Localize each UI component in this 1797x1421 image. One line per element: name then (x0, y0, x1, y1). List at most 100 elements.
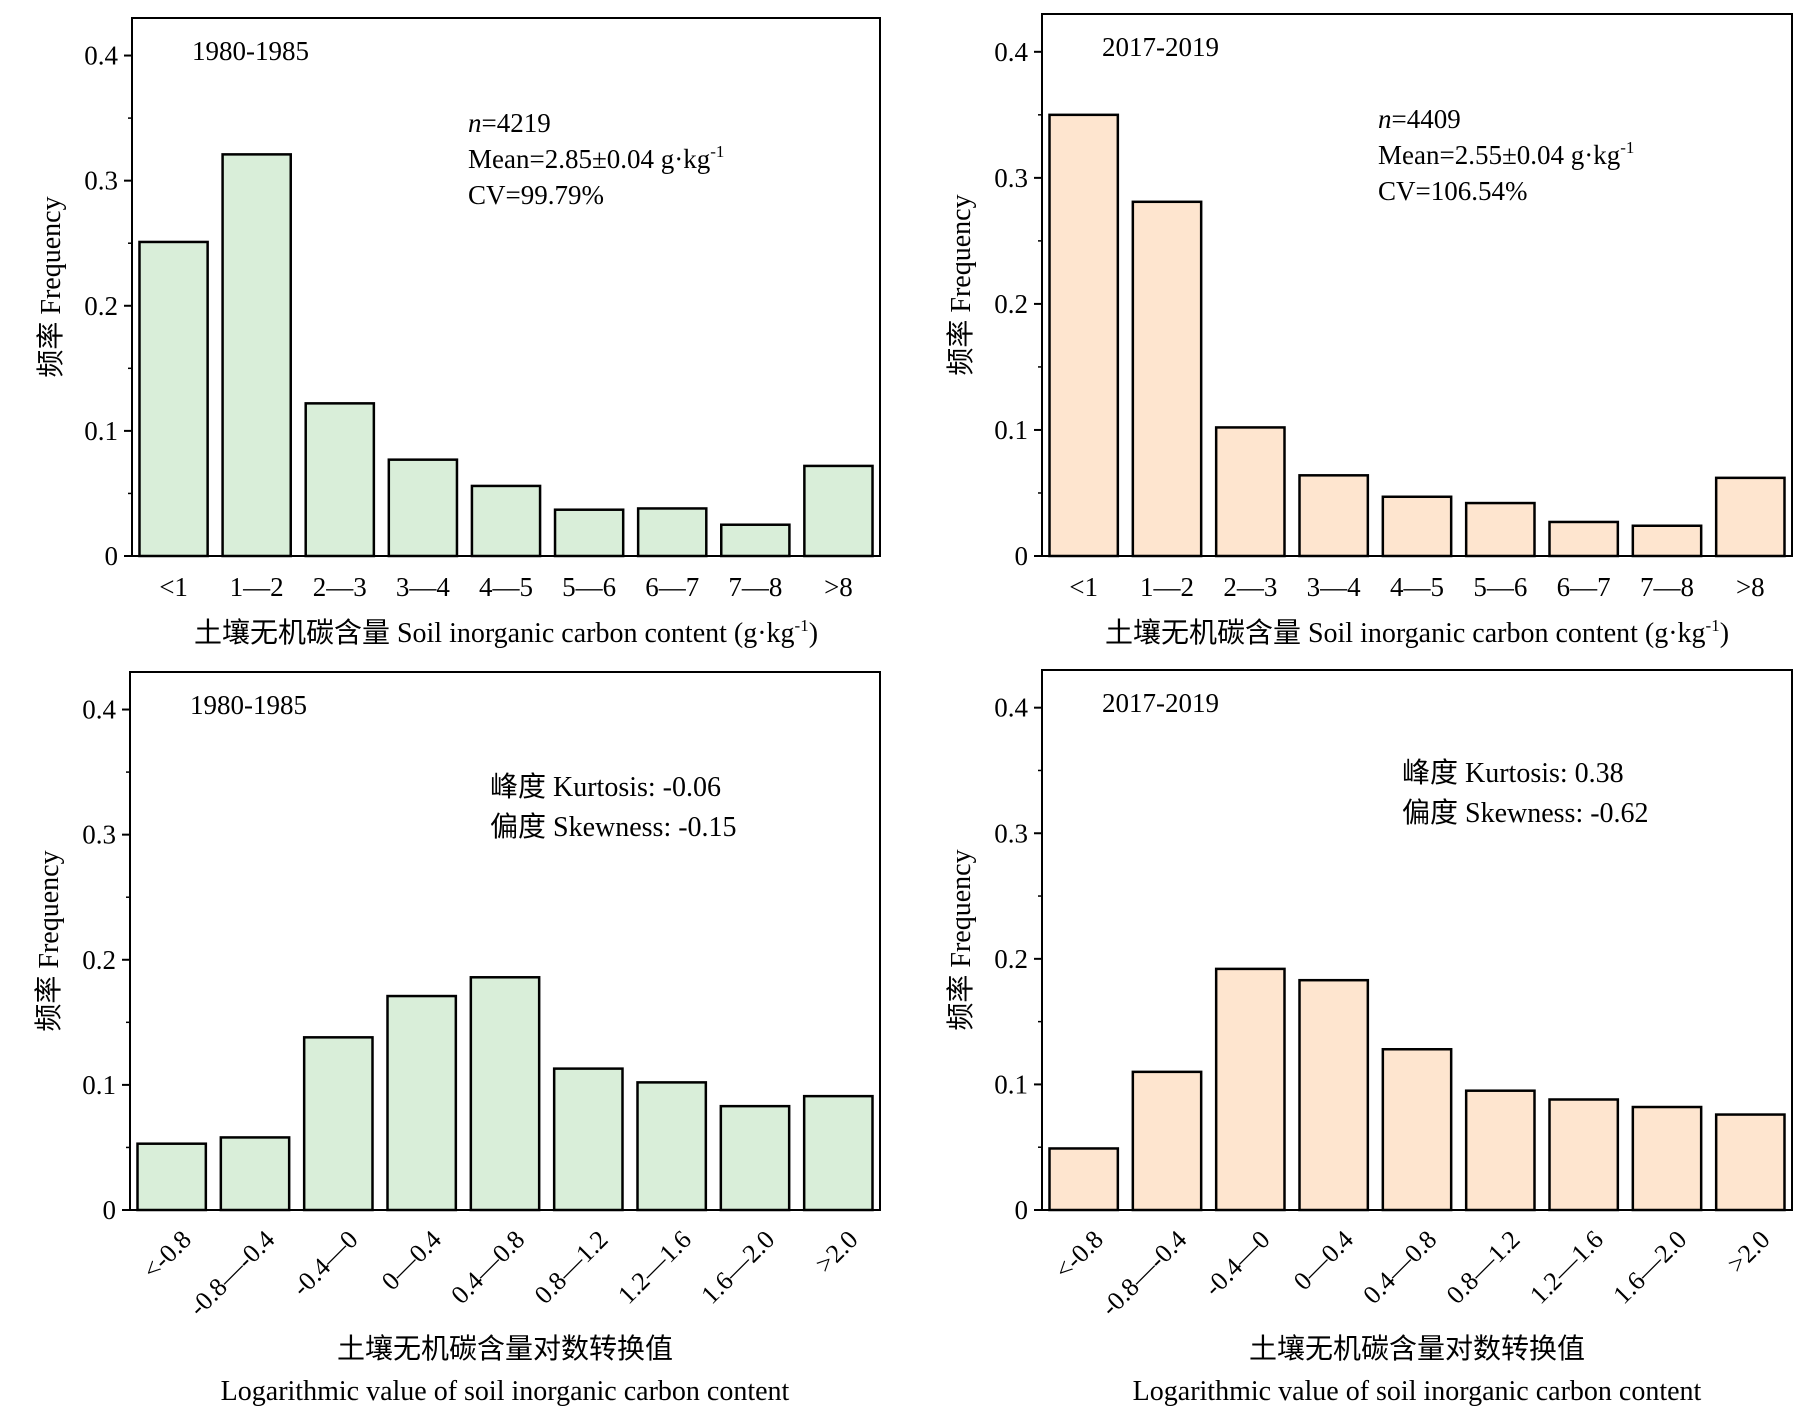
y-tick-label: 0.2 (84, 291, 118, 321)
x-tick-label: <1 (159, 572, 188, 602)
x-tick-label: 0.4—0.8 (445, 1225, 530, 1310)
stat-n-value: 4409 (1407, 104, 1461, 134)
stat-mean-superscript: -1 (710, 142, 724, 161)
bar-3 (386, 994, 458, 1212)
y-tick-label: 0.4 (82, 695, 116, 725)
x-axis-label-cn: 土壤无机碳含量对数转换值 (337, 1333, 673, 1365)
bar-7 (1631, 1105, 1703, 1212)
bar-0 (136, 1142, 208, 1212)
x-tick-label: -0.4—0 (1198, 1225, 1275, 1302)
bar-5 (1464, 501, 1536, 558)
y-tick-label: 0.3 (82, 820, 116, 850)
y-tick-label: 0.1 (994, 415, 1028, 445)
y-tick-label: 0.1 (994, 1069, 1028, 1099)
bar-7 (1631, 524, 1703, 558)
stat-n-equals: = (1392, 104, 1407, 134)
x-tick-label: >2.0 (810, 1225, 864, 1279)
x-tick-label: >8 (1736, 572, 1765, 602)
period-label: 2017-2019 (1102, 32, 1219, 62)
panel-top-right: 0 0.1 0.2 0.3 0.4 <1 1—2 2—3 3—4 4—5 5—6 6—7 7—8 >8 20… (945, 13, 1793, 649)
y-tick-label: 0.4 (994, 693, 1028, 723)
y-tick-label: 0 (1015, 541, 1029, 571)
stat-mean-value: Mean=2.55±0.04 g·kg (1378, 140, 1620, 170)
bar-4 (1381, 1048, 1453, 1212)
panel-top-left: 0 0.1 0.2 0.3 0.4 <1 1—2 2—3 3—4 4—5 5—6 6—7 7—8 >8 19… (35, 17, 881, 649)
x-tick-label: 7—8 (1640, 572, 1694, 602)
bar-8 (803, 464, 874, 558)
bar-4 (1381, 495, 1453, 558)
y-axis-label: 频率 Frequency (33, 850, 65, 1031)
y-tick-label: 0.2 (994, 289, 1028, 319)
bar-5 (1464, 1089, 1536, 1212)
bar-3 (387, 458, 459, 558)
stat-n-value: 4219 (497, 108, 551, 138)
y-tick-label: 0.1 (82, 1070, 116, 1100)
x-tick-label: 1.2—1.6 (1524, 1225, 1609, 1310)
x-tick-label: 3—4 (396, 572, 451, 602)
stat-skewness: 偏度 Skewness: -0.15 (490, 811, 737, 843)
bar-6 (636, 1081, 708, 1212)
y-tick-label: 0.3 (994, 163, 1028, 193)
x-tick-label: -0.8—-0.4 (1095, 1225, 1192, 1322)
bar-8 (1714, 1113, 1786, 1212)
stat-n: n=4409 (1378, 104, 1461, 134)
x-tick-label: 2—3 (313, 572, 367, 602)
x-axis-label: 土壤无机碳含量 Soil inorganic carbon content (g… (1105, 616, 1729, 649)
x-tick-label: 5—6 (1473, 572, 1527, 602)
x-tick-label: >8 (824, 572, 853, 602)
x-axis-label-main: 土壤无机碳含量 Soil inorganic carbon content (g… (194, 617, 795, 649)
stat-cv: CV=106.54% (1378, 176, 1527, 206)
x-axis-label-en: Logarithmic value of soil inorganic carb… (1133, 1376, 1702, 1407)
x-tick-label: 6—7 (645, 572, 699, 602)
x-tick-label: 5—6 (562, 572, 616, 602)
x-tick-label: 7—8 (728, 572, 782, 602)
bar-0 (1048, 1147, 1120, 1212)
bar-2 (304, 402, 376, 558)
x-tick-label: 0—0.4 (1288, 1225, 1359, 1296)
x-tick-label: <1 (1069, 572, 1098, 602)
y-axis-label: 频率 Frequency (945, 849, 977, 1030)
x-tick-label: -0.8—-0.4 (183, 1225, 280, 1322)
bar-7 (719, 1104, 791, 1212)
stat-mean-superscript: -1 (1620, 138, 1634, 157)
bar-6 (1548, 520, 1620, 558)
y-axis-label: 频率 Frequency (945, 194, 977, 375)
x-tick-label: 0.8—1.2 (1441, 1225, 1526, 1310)
bar-4 (470, 484, 542, 558)
bar-6 (636, 507, 708, 558)
y-axis-label: 频率 Frequency (35, 196, 67, 377)
bar-2 (1214, 426, 1286, 558)
period-label: 1980-1985 (190, 690, 307, 720)
x-tick-label: 0—0.4 (376, 1225, 447, 1296)
x-tick-label: 4—5 (1390, 572, 1444, 602)
x-tick-label: 0.8—1.2 (529, 1225, 614, 1310)
x-tick-label: 4—5 (479, 572, 533, 602)
stat-n-symbol: n (468, 108, 482, 138)
x-axis-label-en: Logarithmic value of soil inorganic carb… (221, 1376, 790, 1407)
x-axis-label-superscript: -1 (1706, 616, 1720, 635)
x-tick-label: 1—2 (1140, 572, 1194, 602)
x-tick-label: 2—3 (1223, 572, 1277, 602)
bar-8 (802, 1094, 874, 1212)
stat-cv: CV=99.79% (468, 180, 604, 210)
x-axis-label-cn: 土壤无机碳含量对数转换值 (1249, 1333, 1585, 1365)
stat-n: n=4219 (468, 108, 551, 138)
x-tick-label: 0.4—0.8 (1357, 1225, 1442, 1310)
bar-1 (1131, 200, 1203, 558)
x-axis-label-main: 土壤无机碳含量 Soil inorganic carbon content (g… (1105, 617, 1706, 649)
stat-mean: Mean=2.85±0.04 g·kg-1 (468, 142, 724, 174)
y-tick-label: 0.4 (84, 41, 118, 71)
bar-8 (1714, 476, 1786, 558)
stat-n-equals: = (482, 108, 497, 138)
y-tick-label: 0 (1015, 1195, 1029, 1225)
y-tick-label: 0 (105, 541, 119, 571)
bar-0 (1048, 113, 1120, 558)
y-tick-label: 0.1 (84, 416, 118, 446)
y-tick-label: 0.2 (994, 944, 1028, 974)
bar-2 (1214, 967, 1286, 1212)
x-tick-label: -0.4—0 (286, 1225, 363, 1302)
stat-skewness: 偏度 Skewness: -0.62 (1402, 797, 1649, 829)
bar-5 (553, 508, 625, 558)
x-tick-label: <-0.8 (1049, 1225, 1109, 1285)
